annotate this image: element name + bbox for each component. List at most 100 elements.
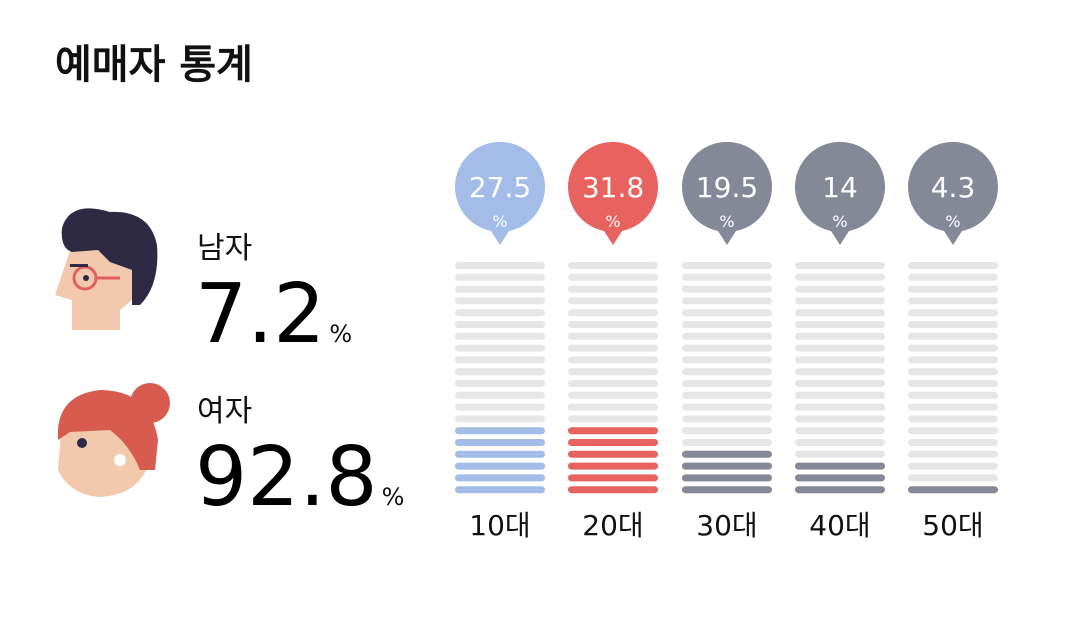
stripe-track xyxy=(568,356,658,364)
stripe-fill xyxy=(455,439,545,446)
stripe-track xyxy=(908,273,998,281)
stripe-track xyxy=(682,391,772,399)
male-icon xyxy=(55,208,158,330)
stripe-track xyxy=(682,332,772,340)
stripe-fill xyxy=(455,474,545,482)
stripe-track xyxy=(455,403,545,411)
stripe-track xyxy=(682,297,772,305)
stripe-track xyxy=(455,368,545,376)
stripe-track xyxy=(795,273,885,281)
stripe-track xyxy=(682,309,772,317)
stripe-track xyxy=(908,439,998,446)
stripe-track xyxy=(455,262,545,269)
stripe-track xyxy=(795,321,885,328)
age-column: 31.8% 20대 xyxy=(567,141,658,542)
stripe-track xyxy=(682,285,772,293)
stripe-track xyxy=(795,439,885,446)
age-label: 40대 xyxy=(809,509,870,542)
age-column: 14% 40대 xyxy=(794,141,885,542)
stripe-track xyxy=(795,332,885,340)
stripe-track xyxy=(568,273,658,281)
stripe-track xyxy=(795,403,885,411)
stripe-track xyxy=(908,462,998,470)
stripe-track xyxy=(795,309,885,317)
stripe-track xyxy=(795,391,885,399)
stripe-fill xyxy=(455,486,545,494)
age-label: 30대 xyxy=(696,509,757,542)
age-bar xyxy=(568,427,658,494)
value-bubble xyxy=(567,141,658,245)
stripe-track xyxy=(682,415,772,423)
bubble-unit: % xyxy=(492,212,507,231)
stripe-track xyxy=(795,297,885,305)
stripe-track xyxy=(568,262,658,269)
age-label: 50대 xyxy=(922,509,983,542)
stripe-track xyxy=(795,344,885,352)
female-icon xyxy=(57,383,170,497)
bubble-value: 31.8 xyxy=(582,171,644,204)
stripe-track xyxy=(568,391,658,399)
stripe-track xyxy=(682,356,772,364)
stripe-track xyxy=(908,415,998,423)
stripe-track xyxy=(568,415,658,423)
stripe-track xyxy=(908,309,998,317)
gender-value: 7.2 xyxy=(195,267,325,362)
gender-value: 92.8 xyxy=(195,430,378,525)
stripe-track xyxy=(682,380,772,387)
bubble-value: 27.5 xyxy=(469,171,531,204)
stripe-track xyxy=(795,380,885,387)
stripe-track xyxy=(455,332,545,340)
stripe-track xyxy=(568,368,658,376)
stripe-fill xyxy=(568,474,658,482)
stripe-fill xyxy=(682,450,772,458)
stripe-track xyxy=(908,391,998,399)
stripe-fill xyxy=(568,450,658,458)
stripe-track xyxy=(568,332,658,340)
bubble-value: 19.5 xyxy=(696,171,758,204)
stripe-track xyxy=(795,450,885,458)
stripe-track xyxy=(908,380,998,387)
gender-unit: % xyxy=(382,483,405,511)
stripe-fill xyxy=(682,474,772,482)
stripe-track xyxy=(455,344,545,352)
stripe-track xyxy=(455,356,545,364)
stripe-fill xyxy=(568,439,658,446)
bubble-unit: % xyxy=(605,212,620,231)
bubble-value: 4.3 xyxy=(931,171,976,204)
stripe-track xyxy=(682,273,772,281)
stripe-track xyxy=(908,427,998,435)
age-label: 20대 xyxy=(582,509,643,542)
stripe-fill xyxy=(908,486,998,494)
value-bubble xyxy=(794,141,885,245)
bubble-unit: % xyxy=(832,212,847,231)
stripe-track xyxy=(568,403,658,411)
stripe-track xyxy=(682,368,772,376)
stripe-track xyxy=(908,450,998,458)
stripe-track xyxy=(455,297,545,305)
stripe-track xyxy=(682,262,772,269)
stripe-track xyxy=(908,332,998,340)
stripe-track xyxy=(795,262,885,269)
gender-label: 남자 xyxy=(197,231,252,266)
age-column: 19.5% 30대 xyxy=(681,141,772,542)
stripe-track xyxy=(908,321,998,328)
stripe-track xyxy=(795,368,885,376)
stripe-track xyxy=(795,356,885,364)
stripe-track xyxy=(908,368,998,376)
stripe-track xyxy=(682,321,772,328)
stripe-track xyxy=(908,474,998,482)
stripe-track xyxy=(682,439,772,446)
stripe-track xyxy=(455,415,545,423)
stripe-track xyxy=(908,403,998,411)
stripe-track xyxy=(908,356,998,364)
age-column: 27.5% 10대 xyxy=(454,141,545,542)
stripe-track xyxy=(568,344,658,352)
stripe-fill xyxy=(682,486,772,494)
stripe-track xyxy=(455,321,545,328)
stripe-fill xyxy=(568,486,658,494)
stripe-track xyxy=(568,380,658,387)
age-bar xyxy=(455,427,545,494)
stripe-fill xyxy=(455,450,545,458)
